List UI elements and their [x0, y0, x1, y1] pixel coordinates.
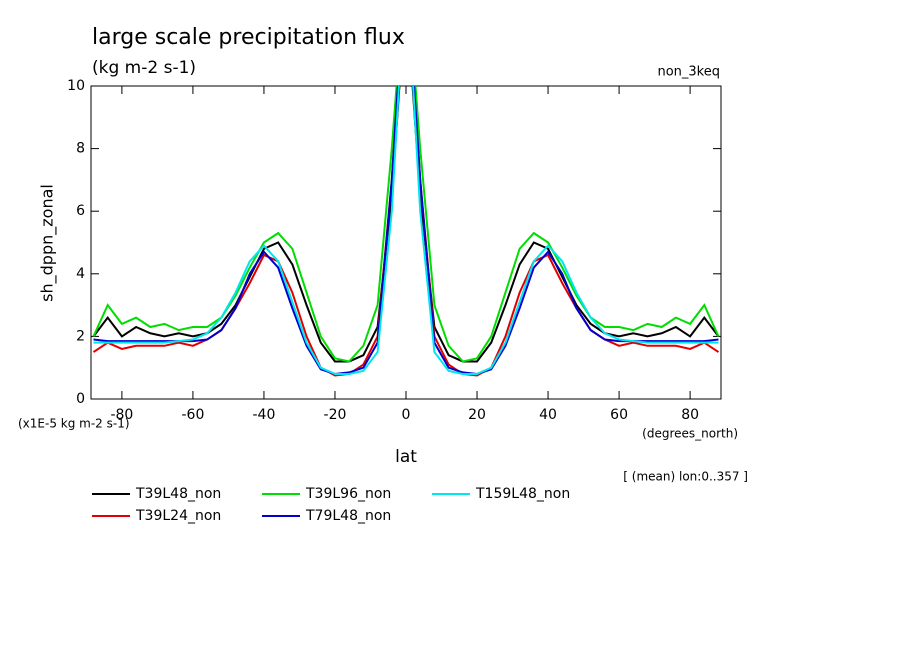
y-tick-label: 8 — [76, 141, 85, 157]
x-tick-label: -20 — [324, 407, 347, 423]
series-line — [92, 86, 720, 377]
dataset-label: non_3keq — [657, 65, 720, 80]
series-line — [93, 86, 719, 375]
legend-label: T79L48_non — [305, 508, 391, 524]
chart-subtitle: (kg m-2 s-1) — [92, 58, 196, 78]
y-tick-label: 0 — [76, 391, 85, 407]
x-tick-label: 80 — [681, 407, 699, 423]
chart-title: large scale precipitation flux — [92, 25, 405, 50]
legend-label: T39L96_non — [305, 486, 391, 502]
x-tick-label: -40 — [253, 407, 276, 423]
plot-frame — [90, 85, 722, 400]
x-units-label: (degrees_north) — [642, 427, 738, 441]
x-tick-label: 40 — [539, 407, 557, 423]
y-axis-label: sh_dppn_zonal — [38, 184, 58, 302]
y-tick-label: 4 — [76, 266, 85, 282]
y-tick-label: 2 — [76, 328, 85, 344]
legend-label: T159L48_non — [475, 486, 570, 502]
x-tick-label: -60 — [181, 407, 204, 423]
x-tick-label: 0 — [402, 407, 411, 423]
plot-lines — [92, 86, 720, 377]
x-tick-label: -80 — [110, 407, 133, 423]
y-tick-label: 6 — [76, 203, 85, 219]
x-axis-label: lat — [395, 447, 417, 467]
series-line — [92, 86, 720, 363]
series-line — [93, 86, 719, 375]
legend-label: T39L24_non — [135, 508, 221, 524]
legend-label: T39L48_non — [135, 486, 221, 502]
series-line — [92, 86, 720, 363]
units-label: (x1E-5 kg m-2 s-1) — [18, 417, 130, 431]
note: [ (mean) lon:0..357 ] — [623, 470, 748, 484]
y-tick-label: 10 — [67, 78, 85, 94]
x-tick-label: 20 — [468, 407, 486, 423]
x-tick-label: 60 — [610, 407, 628, 423]
